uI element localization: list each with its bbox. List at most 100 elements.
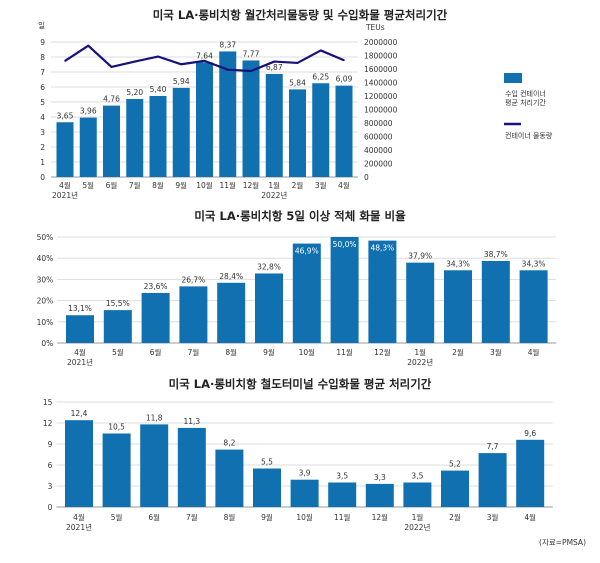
data-label: 8,2 [223,439,235,448]
bar [441,470,469,507]
x-tick-label: 5월 [112,347,124,357]
line-point [343,59,345,62]
bar [172,87,190,177]
legend-swatch-bar [504,73,522,83]
data-label: 5,94 [173,77,190,86]
data-label: 6,25 [312,72,329,81]
x-tick-label: 4월 [528,347,540,357]
data-label: 15,5% [106,299,130,308]
bar [140,424,169,507]
year-label: 2022년 [407,357,433,367]
x-tick-label: 12월 [372,512,389,522]
data-label: 6,09 [336,75,353,84]
bar [103,105,120,177]
x-tick-label: 1월 [414,347,426,357]
bar [335,85,353,177]
y-tick-label: 3 [48,482,53,491]
data-label: 7,77 [243,49,260,58]
chart-title: 미국 LA·롱비치항 월간처리물동량 및 수입화물 평균처리기간 [153,8,448,22]
chart-title: 미국 LA·롱비치항 철도터미널 수입화물 평균 처리기간 [169,377,432,391]
bar [102,433,131,507]
y-tick-label: 0 [40,173,45,182]
y-tick-label: 20% [37,297,54,306]
line-point [64,60,66,62]
data-label: 3,9 [299,469,311,478]
line-point [319,49,322,52]
y-tick-label: 1 [40,158,45,167]
line-point [110,66,113,68]
x-tick-label: 6월 [148,512,160,522]
y-tick-label: 7 [40,68,45,77]
x-tick-label: 4월 [338,180,350,190]
y-tick-label: 9 [40,38,45,47]
x-tick-label: 1월 [412,512,424,522]
bar [403,482,432,507]
data-label: 48,3% [370,244,394,253]
x-tick-label: 5월 [82,180,94,190]
bar [103,310,132,343]
y-tick-label: 0 [48,503,53,512]
bar [312,83,330,177]
x-tick-label: 1월 [268,180,280,190]
data-label: 37,9% [408,252,432,261]
y-tick-label: 3 [40,128,45,137]
year-label: 2021년 [67,357,93,367]
line-point [180,63,183,66]
legend-label: 평균 처리기간 [505,98,546,107]
data-label: 5,40 [150,85,167,94]
x-tick-label: 2월 [449,512,461,522]
bar [56,122,74,177]
y2-tick-label: 1200000 [364,92,398,101]
line-point [250,70,252,72]
data-label: 8,37 [219,40,236,49]
x-tick-label: 7월 [188,347,200,357]
bar [217,282,246,343]
y2-tick-label: 800000 [364,119,393,128]
y-tick-label: 9 [48,440,53,449]
year-label: 2021년 [66,522,92,532]
bar [255,273,283,343]
bar [481,260,510,343]
bar [290,479,319,507]
y-tick-label: 2 [40,143,45,152]
bar [478,453,507,507]
bar [516,439,545,507]
bar [365,483,394,507]
y-tick-label: 30% [37,275,54,284]
x-tick-label: 12월 [243,180,260,190]
bar [79,117,97,177]
data-label: 10,5 [108,423,125,432]
data-label: 7,64 [196,51,213,60]
data-label: 6,87 [266,63,283,72]
bar [444,270,472,343]
line-point [133,60,136,63]
y2-tick-label: 0 [364,173,369,182]
x-tick-label: 3월 [487,512,499,522]
bar [219,51,237,178]
y2-tick-label: 1800000 [364,52,398,61]
data-label: 7,7 [487,442,499,451]
data-label: 28,4% [219,272,243,281]
y-tick-label: 10% [37,318,54,327]
data-label: 5,5 [261,458,273,467]
bar [368,240,397,343]
line-point [203,60,206,62]
bar [519,270,548,343]
x-tick-label: 3월 [315,180,327,190]
line-point [296,62,299,64]
bar [242,60,260,178]
data-label: 26,7% [181,275,205,284]
bar [328,482,357,507]
y2-tick-label: 600000 [364,133,393,142]
data-label: 3,65 [57,111,74,120]
y2-tick-label: 2000000 [364,38,398,47]
legend-label: 컨테이너 물동량 [505,131,553,140]
chart-title: 미국 LA·롱비치항 5일 이상 적체 화물 비율 [194,209,406,223]
data-label: 32,8% [257,262,281,271]
data-label: 38,7% [484,250,508,259]
x-tick-label: 8월 [152,180,164,190]
x-tick-label: 4월 [74,347,86,357]
data-label: 3,3 [374,473,386,482]
y-tick-label: 12 [43,419,53,428]
y-tick-label: 4 [40,113,45,122]
